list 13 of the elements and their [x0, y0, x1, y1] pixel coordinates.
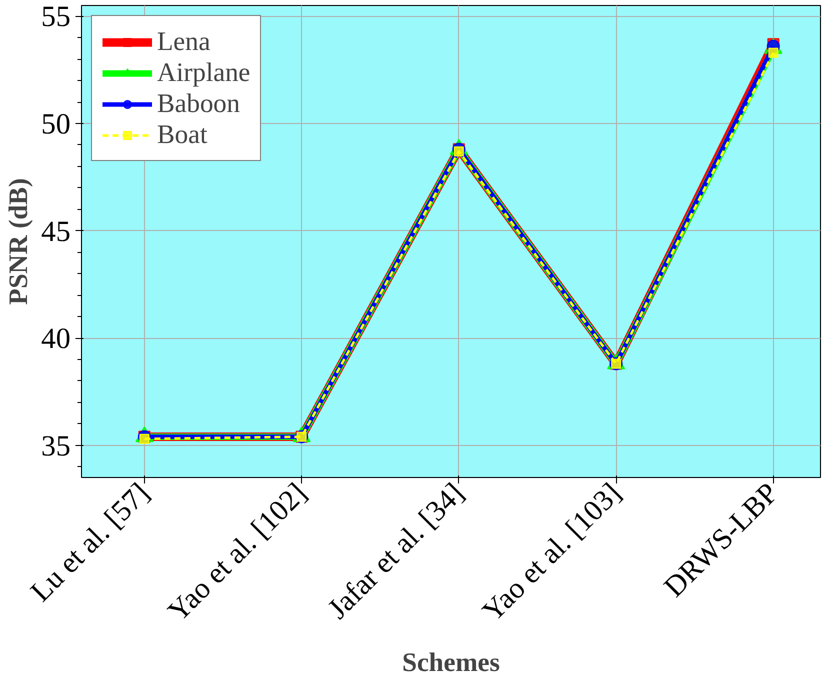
y-axis-title: PSNR (dB) [3, 178, 34, 305]
y-tick-label: 50 [41, 108, 70, 140]
legend-label: Lena [157, 26, 210, 57]
y-tick-label: 35 [41, 430, 70, 462]
x-tick-label: Lu et al. [57] [24, 477, 156, 608]
y-tick-label: 40 [41, 323, 70, 356]
legend-label: Airplane [157, 57, 250, 88]
x-tick-label: Jafar et al. [34] [322, 477, 470, 626]
legend-label: Boat [157, 119, 208, 150]
legend-label: Baboon [157, 88, 240, 119]
y-tick-label: 45 [41, 216, 70, 248]
y-tick-label: 55 [41, 1, 70, 34]
x-axis-title: Schemes [402, 647, 500, 678]
